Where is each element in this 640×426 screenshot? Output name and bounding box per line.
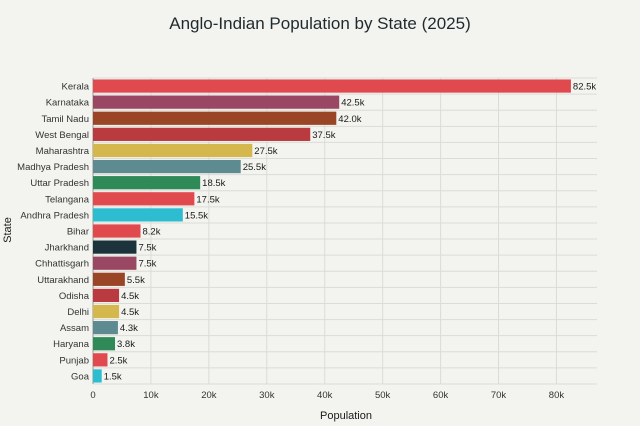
y-tick-label: Uttar Pradesh — [30, 178, 89, 189]
data-label: 18.5k — [202, 178, 225, 189]
data-label: 4.3k — [120, 323, 138, 334]
bar — [93, 95, 340, 109]
x-tick-label: 40k — [317, 390, 333, 401]
bar — [93, 272, 125, 286]
data-label: 17.5k — [196, 194, 219, 205]
data-label: 3.8k — [117, 339, 135, 350]
data-label: 42.0k — [338, 114, 361, 125]
data-label: 7.5k — [138, 243, 156, 254]
y-tick-label: Jharkhand — [45, 243, 89, 254]
y-tick-label: Maharashtra — [36, 146, 90, 157]
x-tick-label: 30k — [259, 390, 275, 401]
bar — [93, 288, 120, 303]
y-tick-label: Delhi — [67, 307, 89, 318]
chart-title: Anglo-Indian Population by State (2025) — [169, 14, 471, 33]
y-axis-title: State — [2, 217, 14, 243]
x-tick-label: 50k — [375, 390, 391, 401]
x-tick-labels: 0 10k 20k 30k 40k 50k 60k 70k 80k — [90, 390, 564, 401]
y-tick-label: Telangana — [45, 194, 90, 205]
data-label: 27.5k — [254, 146, 277, 157]
x-tick-label: 70k — [491, 390, 507, 401]
bar — [93, 176, 201, 190]
bar — [93, 304, 120, 319]
data-label: 7.5k — [138, 259, 156, 270]
bar — [93, 111, 337, 125]
data-label: 37.5k — [312, 130, 335, 141]
y-tick-label: Bihar — [67, 227, 89, 238]
bar — [93, 192, 195, 206]
y-tick-label: Chhattisgarh — [35, 259, 89, 270]
y-tick-label: Assam — [60, 323, 89, 334]
bar — [93, 369, 102, 383]
x-tick-label: 10k — [143, 390, 159, 401]
bar — [93, 208, 183, 222]
bar — [93, 143, 253, 158]
y-tick-label: Odisha — [59, 291, 90, 302]
bar — [93, 127, 311, 141]
x-tick-label: 20k — [201, 390, 217, 401]
data-label: 25.5k — [243, 162, 266, 173]
bar — [93, 79, 571, 93]
y-tick-label: Andhra Pradesh — [20, 210, 89, 221]
bar — [93, 353, 108, 367]
data-label: 4.5k — [121, 307, 139, 318]
x-tick-label: 60k — [433, 390, 449, 401]
y-tick-label: Uttarakhand — [37, 275, 89, 286]
bar — [93, 337, 116, 351]
data-label: 4.5k — [121, 291, 139, 302]
data-label: 5.5k — [127, 275, 145, 286]
y-tick-label: Madhya Pradesh — [17, 162, 89, 173]
data-label: 8.2k — [143, 227, 161, 238]
y-tick-label: Kerala — [62, 82, 90, 93]
y-tick-label: Karnataka — [46, 98, 90, 109]
y-tick-label: Punjab — [59, 355, 89, 366]
bars — [93, 79, 571, 383]
bar — [93, 321, 118, 335]
y-tick-label: Tamil Nadu — [41, 114, 89, 125]
y-tick-labels: Kerala Karnataka Tamil Nadu West Bengal Maha… — [17, 82, 90, 383]
data-label: 15.5k — [185, 210, 208, 221]
data-label: 2.5k — [109, 355, 127, 366]
bar — [93, 159, 241, 174]
y-tick-label: West Bengal — [35, 130, 89, 141]
x-tick-label: 80k — [549, 390, 565, 401]
bar — [93, 240, 137, 254]
data-label: 82.5k — [573, 82, 596, 93]
x-tick-label: 0 — [90, 390, 95, 401]
data-label: 42.5k — [341, 98, 364, 109]
data-label: 1.5k — [104, 371, 122, 382]
bar — [93, 256, 137, 270]
bar — [93, 224, 141, 238]
y-tick-label: Goa — [71, 371, 90, 382]
x-axis-title: Population — [320, 410, 372, 422]
y-tick-label: Haryana — [53, 339, 90, 350]
